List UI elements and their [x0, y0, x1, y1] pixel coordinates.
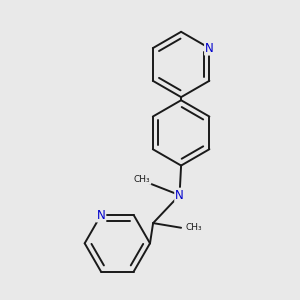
Text: N: N: [175, 189, 184, 202]
Text: N: N: [205, 42, 214, 55]
Text: CH₃: CH₃: [134, 175, 151, 184]
Text: N: N: [97, 208, 105, 221]
Text: CH₃: CH₃: [185, 223, 202, 232]
